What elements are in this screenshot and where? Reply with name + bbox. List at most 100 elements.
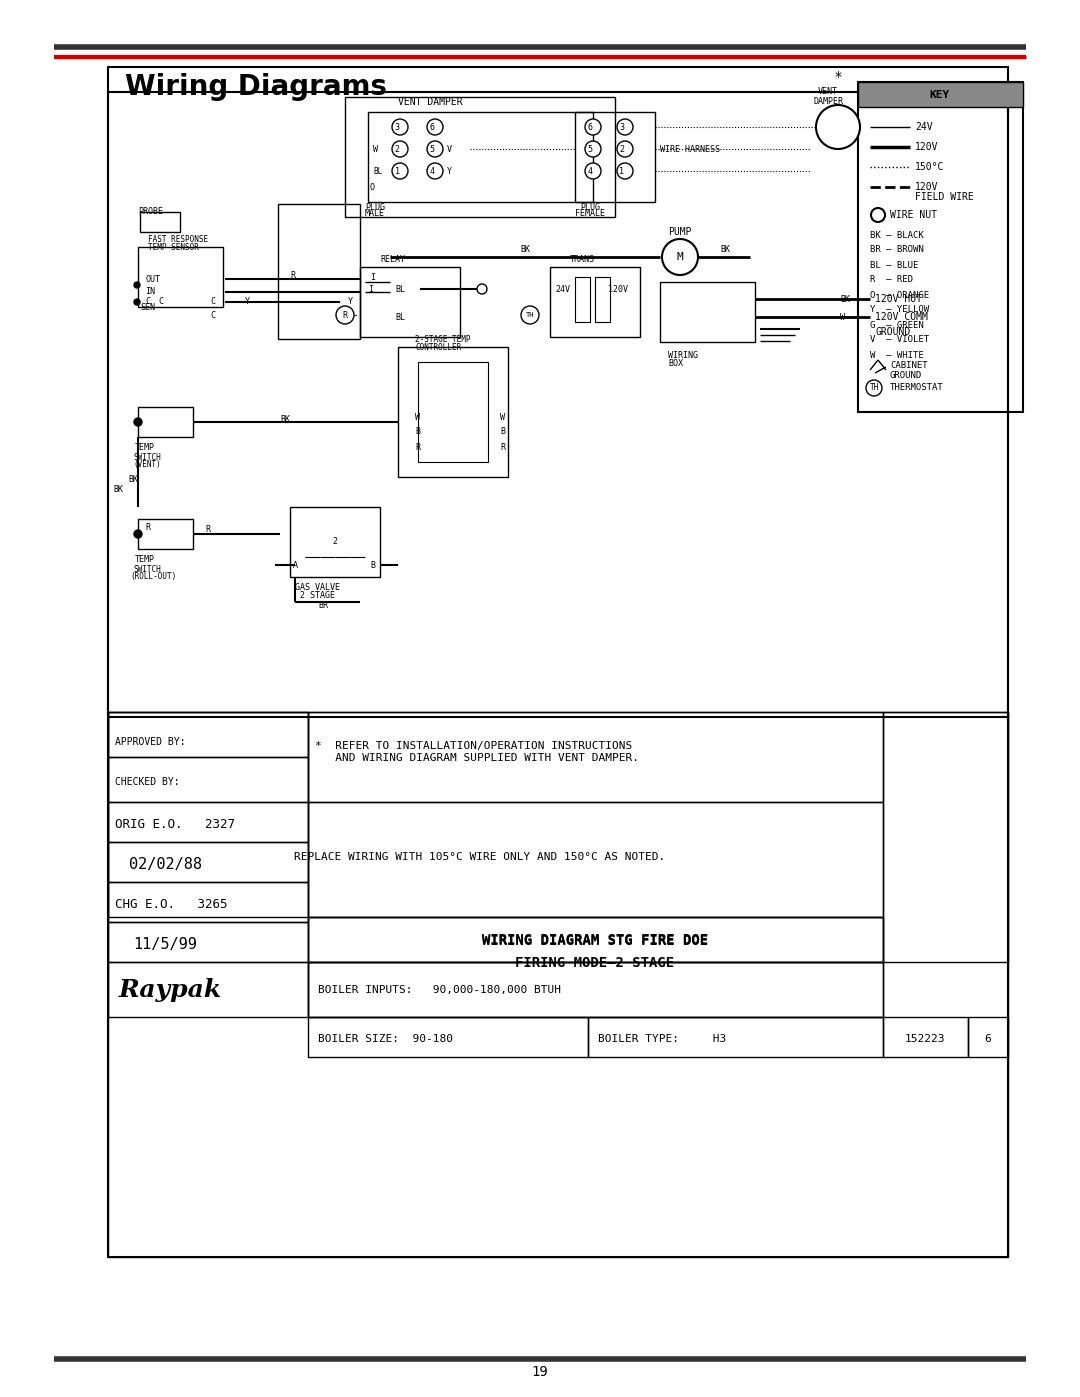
Text: BK: BK bbox=[519, 244, 530, 253]
Bar bbox=[308, 712, 883, 802]
Circle shape bbox=[427, 163, 443, 179]
Circle shape bbox=[392, 163, 408, 179]
Text: BL: BL bbox=[395, 285, 405, 293]
Text: MALE: MALE bbox=[365, 210, 384, 218]
Text: BK: BK bbox=[720, 244, 730, 253]
Text: W  – WHITE: W – WHITE bbox=[870, 351, 923, 359]
Circle shape bbox=[477, 284, 487, 293]
Text: W: W bbox=[373, 144, 378, 154]
Circle shape bbox=[662, 239, 698, 275]
Text: M: M bbox=[677, 251, 684, 263]
Text: TH: TH bbox=[526, 312, 535, 319]
Bar bbox=[308, 916, 883, 963]
Bar bbox=[108, 882, 308, 922]
Text: BK: BK bbox=[840, 295, 850, 303]
Text: 02/02/88: 02/02/88 bbox=[129, 856, 202, 872]
Circle shape bbox=[617, 119, 633, 136]
Circle shape bbox=[585, 119, 600, 136]
Text: TEMP: TEMP bbox=[135, 443, 156, 451]
Text: 152223: 152223 bbox=[905, 1034, 945, 1044]
Bar bbox=[108, 712, 308, 757]
Bar bbox=[345, 96, 615, 217]
Text: OUT: OUT bbox=[145, 274, 160, 284]
Text: Y  – YELLOW: Y – YELLOW bbox=[870, 306, 929, 314]
Circle shape bbox=[866, 380, 882, 395]
Text: W: W bbox=[840, 313, 845, 321]
Text: 1: 1 bbox=[394, 166, 400, 176]
Text: CABINET: CABINET bbox=[890, 360, 928, 369]
Text: 2 STAGE: 2 STAGE bbox=[300, 591, 335, 599]
Bar bbox=[883, 712, 1008, 963]
Circle shape bbox=[585, 141, 600, 156]
Text: 6: 6 bbox=[985, 1034, 991, 1044]
Text: GAS VALVE: GAS VALVE bbox=[295, 583, 340, 591]
Text: Y: Y bbox=[447, 166, 453, 176]
Text: REPLACE WIRING WITH 105°C WIRE ONLY AND 150°C AS NOTED.: REPLACE WIRING WITH 105°C WIRE ONLY AND … bbox=[295, 852, 665, 862]
Text: Wiring Diagrams: Wiring Diagrams bbox=[125, 73, 387, 101]
Text: C: C bbox=[210, 310, 215, 320]
Circle shape bbox=[816, 105, 860, 149]
Bar bbox=[368, 112, 593, 203]
Text: CHECKED BY:: CHECKED BY: bbox=[114, 777, 179, 787]
Text: BL: BL bbox=[373, 166, 382, 176]
Text: 150°C: 150°C bbox=[915, 162, 944, 172]
Text: WIRING DIAGRAM STG FIRE DOE: WIRING DIAGRAM STG FIRE DOE bbox=[482, 933, 708, 947]
Text: 3: 3 bbox=[394, 123, 400, 131]
Text: FIELD WIRE: FIELD WIRE bbox=[915, 191, 974, 203]
Text: B: B bbox=[500, 427, 505, 436]
Text: PLUG: PLUG bbox=[580, 203, 600, 211]
Bar bbox=[308, 963, 883, 1017]
Bar bbox=[308, 1017, 588, 1058]
Text: KEY: KEY bbox=[930, 89, 950, 101]
Text: WIRE NUT: WIRE NUT bbox=[890, 210, 937, 219]
Text: A: A bbox=[293, 560, 298, 570]
Text: W: W bbox=[415, 412, 420, 422]
Bar bbox=[550, 267, 640, 337]
Bar bbox=[138, 520, 193, 549]
Text: PLUG: PLUG bbox=[365, 203, 384, 211]
Bar bbox=[291, 507, 380, 577]
Text: 3: 3 bbox=[620, 123, 624, 131]
Text: O  – ORANGE: O – ORANGE bbox=[870, 291, 929, 299]
Text: *  REFER TO INSTALLATION/OPERATION INSTRUCTIONS
   AND WIRING DIAGRAM SUPPLIED W: * REFER TO INSTALLATION/OPERATION INSTRU… bbox=[315, 742, 639, 763]
Bar bbox=[660, 282, 755, 342]
Text: BK: BK bbox=[280, 415, 291, 423]
Bar bbox=[108, 67, 1008, 717]
Text: C: C bbox=[145, 298, 150, 306]
Text: BR: BR bbox=[318, 601, 328, 609]
Text: O: O bbox=[370, 183, 375, 191]
Text: 120V: 120V bbox=[608, 285, 627, 293]
Text: V  – VIOLET: V – VIOLET bbox=[870, 335, 929, 345]
Bar bbox=[108, 712, 308, 916]
Text: BK – BLACK: BK – BLACK bbox=[870, 231, 923, 239]
Text: I: I bbox=[368, 285, 373, 293]
Text: 2: 2 bbox=[620, 144, 624, 154]
Text: 4: 4 bbox=[430, 166, 434, 176]
Text: C: C bbox=[158, 298, 163, 306]
Text: *: * bbox=[835, 70, 841, 84]
Bar bbox=[108, 963, 308, 1017]
Text: R  – RED: R – RED bbox=[870, 275, 913, 285]
Text: FEMALE: FEMALE bbox=[575, 210, 605, 218]
Text: R: R bbox=[500, 443, 505, 451]
Text: BOILER INPUTS:   90,000-180,000 BTUH: BOILER INPUTS: 90,000-180,000 BTUH bbox=[318, 985, 561, 995]
Bar bbox=[308, 963, 883, 1017]
Bar bbox=[575, 277, 590, 321]
Text: SEN: SEN bbox=[140, 303, 156, 312]
Text: Y: Y bbox=[245, 298, 249, 306]
Bar bbox=[108, 92, 1008, 1257]
Text: (ROLL-OUT): (ROLL-OUT) bbox=[130, 573, 176, 581]
Text: R: R bbox=[145, 522, 150, 531]
Bar bbox=[883, 1017, 968, 1058]
Text: 1: 1 bbox=[620, 166, 624, 176]
Text: BK: BK bbox=[129, 475, 138, 483]
Circle shape bbox=[617, 141, 633, 156]
Bar bbox=[858, 82, 1023, 108]
Text: 120V HOT: 120V HOT bbox=[875, 293, 922, 305]
Text: 2-STAGE TEMP: 2-STAGE TEMP bbox=[415, 334, 471, 344]
Text: C: C bbox=[210, 298, 215, 306]
Text: I: I bbox=[370, 272, 375, 282]
Circle shape bbox=[427, 119, 443, 136]
Bar bbox=[399, 346, 508, 476]
Text: R: R bbox=[205, 525, 210, 535]
